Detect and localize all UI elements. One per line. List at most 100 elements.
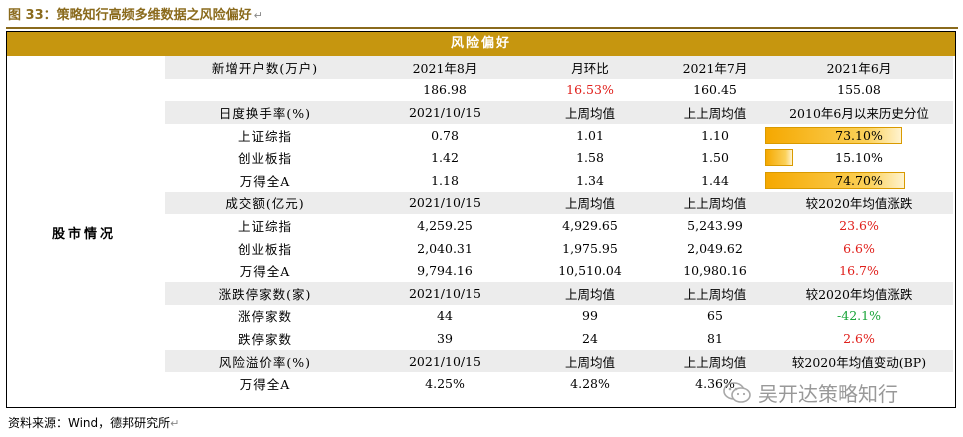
row-label: 成交额(亿元) xyxy=(225,196,305,212)
table-rows: 新增开户数(万户) 2021年8月 月环比 2021年7月 2021年6月 186.98 1… xyxy=(165,56,953,395)
section-label: 股市情况 xyxy=(51,226,116,242)
table-cell: 上周均值 xyxy=(564,196,615,212)
table-header-row: 涨跌停家数(家) 2021/10/15 上周均值 上上周均值 较2020年均值涨跌 xyxy=(165,281,953,305)
table-cell: 99 xyxy=(582,308,598,324)
percentile-bar: 15.10% xyxy=(765,149,953,167)
row-label: 日度换手率(%) xyxy=(218,105,312,121)
percentile-bar-fill xyxy=(765,149,794,167)
table-row: 跌停家数 39 24 81 2.6% xyxy=(165,327,953,350)
table-row: 万得全A 4.25% 4.28% 4.36% xyxy=(165,372,953,395)
table-cell: 上上周均值 xyxy=(683,354,747,370)
table-row: 上证综指 4,259.25 4,929.65 5,243.99 23.6% xyxy=(165,214,953,237)
table-cell: 2.6% xyxy=(843,330,875,346)
table-header-row: 风险溢价率(%) 2021/10/15 上周均值 上上周均值 较2020年均值变动(BP… xyxy=(165,349,953,373)
row-label xyxy=(175,79,355,102)
paragraph-mark: ↵ xyxy=(170,417,180,430)
row-label: 涨停家数 xyxy=(237,309,292,325)
row-label: 上证综指 xyxy=(237,128,292,144)
table-row: 创业板指 1.42 1.58 1.50 15.10% xyxy=(165,146,953,169)
figure-title: 图 33：策略知行高频多维数据之风险偏好 ↵ xyxy=(8,8,263,23)
watermark: 吴开达策略知行 xyxy=(722,378,898,407)
table-cell: 上上周均值 xyxy=(683,105,747,121)
table-cell: 44 xyxy=(437,308,453,324)
table-header: 风险偏好 xyxy=(7,32,955,56)
table-cell: 2021/10/15 xyxy=(408,195,482,211)
table-cell: 2010年6月以来历史分位 xyxy=(789,105,929,121)
table-cell: 5,243.99 xyxy=(687,217,743,233)
table-cell: 1.10 xyxy=(701,127,729,143)
table-cell: 0.78 xyxy=(431,127,459,143)
table-cell: 1.01 xyxy=(576,127,604,143)
percentile-bar: 73.10% xyxy=(765,126,953,144)
table-cell: 6.6% xyxy=(843,240,875,256)
table-cell: 1.44 xyxy=(701,172,729,188)
table-cell: 4.25% xyxy=(425,376,465,392)
table-cell: 81 xyxy=(707,330,723,346)
percentile-bar: 74.70% xyxy=(765,171,953,189)
table-header-row: 成交额(亿元) 2021/10/15 上周均值 上上周均值 较2020年均值涨跌 xyxy=(165,191,953,215)
table-cell: 月环比 xyxy=(571,60,609,76)
table-cell: 16.7% xyxy=(839,263,879,279)
row-label: 创业板指 xyxy=(237,151,292,167)
table-cell: 2021/10/15 xyxy=(408,104,482,120)
table-cell: 2,040.31 xyxy=(417,240,473,256)
table-cell: 160.45 xyxy=(693,82,737,98)
table-cell: 1.50 xyxy=(701,150,729,166)
table-cell: 65 xyxy=(707,308,723,324)
row-label: 创业板指 xyxy=(237,241,292,257)
table-row: 涨停家数 44 99 65 -42.1% xyxy=(165,305,953,328)
percentile-value: 15.10% xyxy=(835,150,883,166)
table-cell: 4,929.65 xyxy=(562,217,618,233)
percentile-bar-fill xyxy=(765,171,906,189)
table-cell: 上周均值 xyxy=(564,105,615,121)
table-cell: 1,975.95 xyxy=(562,240,618,256)
table-cell: 1.42 xyxy=(431,150,459,166)
table-cell: 24 xyxy=(582,330,598,346)
table-cell: 2021/10/15 xyxy=(408,353,482,369)
table-cell: 4,259.25 xyxy=(417,217,473,233)
table-cell: 上周均值 xyxy=(564,286,615,302)
table-cell: 2021年6月 xyxy=(826,60,892,76)
table-cell: 9,794.16 xyxy=(417,263,473,279)
table-cell: 1.18 xyxy=(431,172,459,188)
table-cell: 186.98 xyxy=(423,82,467,98)
risk-preference-table: 风险偏好 股市情况 新增开户数(万户) 2021年8月 月环比 2021年7月 2021… xyxy=(6,31,956,408)
table-cell: 1.34 xyxy=(576,172,604,188)
table-header-row: 日度换手率(%) 2021/10/15 上周均值 上上周均值 2010年6月以来历史分位 xyxy=(165,101,953,124)
table-cell: 10,510.04 xyxy=(558,263,622,279)
table-cell: 16.53% xyxy=(566,82,614,98)
table-cell: 2021年8月 xyxy=(412,60,478,76)
paragraph-mark: ↵ xyxy=(253,9,263,22)
watermark-text: 吴开达策略知行 xyxy=(758,382,898,406)
table-cell: -42.1% xyxy=(837,308,881,324)
table-cell: 23.6% xyxy=(839,217,879,233)
table-cell: 4.28% xyxy=(570,376,610,392)
table-cell: 2021/10/15 xyxy=(408,285,482,301)
table-cell: 上上周均值 xyxy=(683,196,747,212)
table-cell: 较2020年均值涨跌 xyxy=(805,286,913,302)
title-rule xyxy=(6,27,958,29)
table-row: 创业板指 2,040.31 1,975.95 2,049.62 6.6% xyxy=(165,237,953,260)
percentile-value: 73.10% xyxy=(835,127,883,143)
percentile-value: 74.70% xyxy=(835,172,883,188)
table-cell: 2021年7月 xyxy=(682,60,748,76)
table-header-row: 新增开户数(万户) 2021年8月 月环比 2021年7月 2021年6月 xyxy=(165,56,953,79)
table-row: 万得全A 1.18 1.34 1.44 74.70% xyxy=(165,169,953,192)
source-note: 资料来源：Wind，德邦研究所↵ xyxy=(8,416,180,430)
row-label: 万得全A xyxy=(239,173,291,189)
row-label: 新增开户数(万户) xyxy=(211,60,319,76)
row-label: 涨跌停家数(家) xyxy=(218,286,312,302)
table-cell: 上周均值 xyxy=(564,354,615,370)
table-cell: 较2020年均值涨跌 xyxy=(805,196,913,212)
wechat-icon xyxy=(723,381,751,403)
row-label: 万得全A xyxy=(239,377,291,393)
table-cell: 2,049.62 xyxy=(687,240,743,256)
table-cell: 上上周均值 xyxy=(683,286,747,302)
row-label: 风险溢价率(%) xyxy=(218,354,312,370)
table-cell: 较2020年均值变动(BP) xyxy=(791,354,927,370)
table-row: 万得全A 9,794.16 10,510.04 10,980.16 16.7% xyxy=(165,259,953,282)
table-row: 上证综指 0.78 1.01 1.10 73.10% xyxy=(165,124,953,147)
percentile-bar-fill xyxy=(765,126,903,144)
row-label: 上证综指 xyxy=(237,218,292,234)
table-cell: 1.58 xyxy=(576,150,604,166)
